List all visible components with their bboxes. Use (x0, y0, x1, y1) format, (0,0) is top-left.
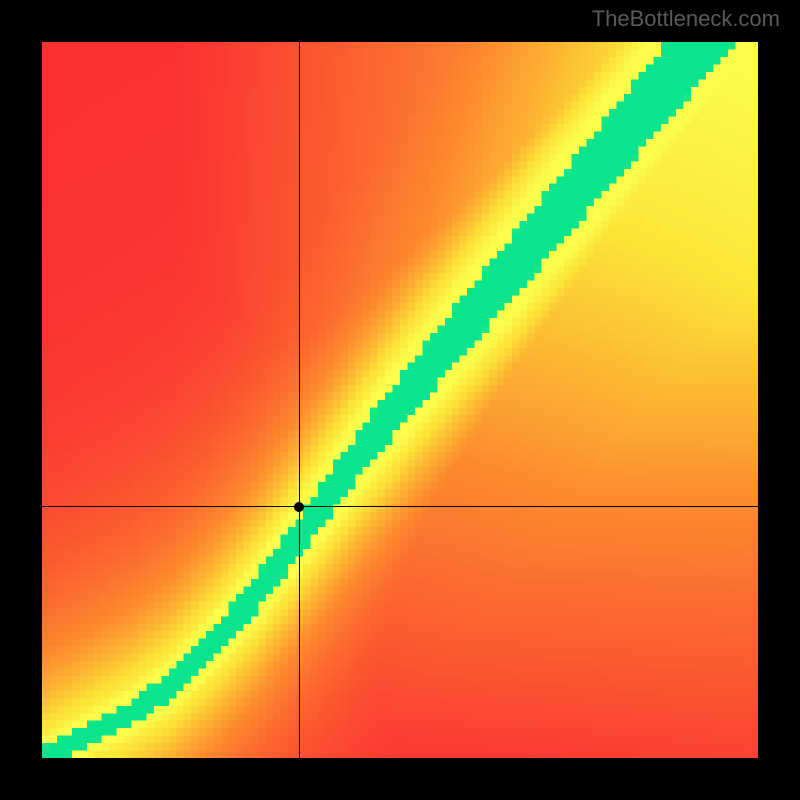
crosshair-vertical (299, 42, 300, 758)
bottleneck-heatmap (42, 42, 758, 758)
chart-stage: TheBottleneck.com (0, 0, 800, 800)
watermark-text: TheBottleneck.com (592, 6, 780, 32)
crosshair-horizontal (42, 506, 758, 507)
selection-marker-dot (294, 502, 304, 512)
